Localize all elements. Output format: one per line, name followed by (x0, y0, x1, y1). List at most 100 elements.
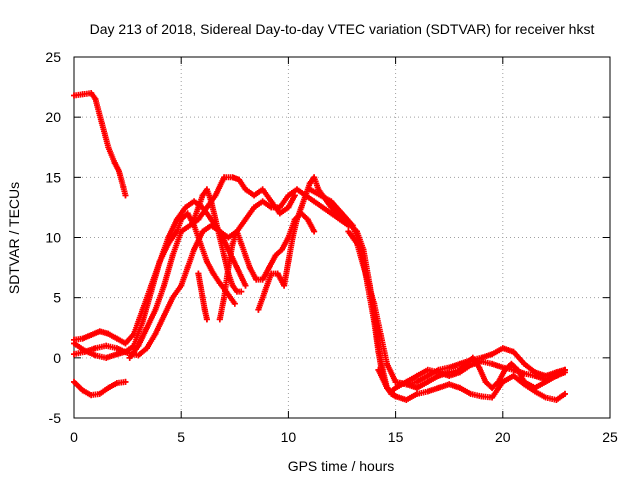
data-point (103, 354, 110, 361)
x-tick-label: 20 (495, 429, 511, 445)
series-arc-11 (306, 186, 568, 395)
data-point (424, 378, 431, 385)
data-point (221, 174, 228, 181)
data-point (446, 369, 453, 376)
data-point (152, 330, 159, 337)
x-axis-label: GPS time / hours (288, 458, 395, 474)
data-point (199, 228, 206, 235)
data-point (233, 264, 240, 271)
data-point (96, 328, 103, 335)
data-point (225, 234, 232, 241)
data-point (542, 394, 549, 401)
data-point (510, 372, 517, 379)
data-point (229, 282, 236, 289)
data-point (478, 354, 485, 361)
series-arc-1 (71, 90, 129, 199)
data-point (135, 342, 142, 349)
data-point (508, 360, 515, 367)
data-point (208, 198, 215, 205)
data-point (510, 348, 517, 355)
data-point (531, 369, 538, 376)
data-point (424, 372, 431, 379)
data-point (96, 390, 103, 397)
data-layer (71, 90, 568, 403)
y-tick-label: 0 (53, 350, 61, 366)
data-point (514, 366, 521, 373)
x-tick-label: 25 (602, 429, 618, 445)
data-point (259, 198, 266, 205)
data-point (384, 384, 391, 391)
data-point (216, 316, 223, 323)
data-point (238, 240, 245, 247)
data-point (467, 390, 474, 397)
data-point (278, 246, 285, 253)
data-point (553, 396, 560, 403)
data-point (88, 392, 95, 399)
data-point (424, 388, 431, 395)
y-axis-label: SDTVAR / TECUs (6, 182, 22, 294)
data-point (561, 366, 568, 373)
data-point (242, 282, 249, 289)
data-point (113, 380, 120, 387)
data-point (501, 366, 508, 373)
y-tick-label: 25 (45, 49, 61, 65)
data-point (191, 198, 198, 205)
data-point (392, 378, 399, 385)
data-point (92, 352, 99, 359)
data-point (306, 186, 313, 193)
data-point (229, 240, 236, 247)
data-point (156, 258, 163, 265)
data-point (116, 168, 123, 175)
data-point (152, 306, 159, 313)
data-point (169, 252, 176, 259)
data-point (435, 384, 442, 391)
data-point (311, 174, 318, 181)
data-point (197, 282, 204, 289)
data-point (88, 331, 95, 338)
data-point (489, 384, 496, 391)
x-tick-label: 15 (388, 429, 404, 445)
data-point (135, 352, 142, 359)
data-point (148, 288, 155, 295)
data-point (354, 240, 361, 247)
data-point (225, 264, 232, 271)
data-point (178, 282, 185, 289)
data-point (79, 91, 86, 98)
data-point (216, 234, 223, 241)
series-arc-6 (126, 174, 298, 361)
data-point (362, 270, 369, 277)
data-point (195, 270, 202, 277)
data-point (251, 192, 258, 199)
data-point (120, 183, 127, 190)
data-point (184, 210, 191, 217)
data-point (531, 384, 538, 391)
data-point (281, 282, 288, 289)
data-point (311, 198, 318, 205)
data-point (414, 378, 421, 385)
series-arc-8 (195, 270, 210, 323)
data-point (111, 159, 118, 166)
data-point (79, 387, 86, 394)
data-point (126, 354, 133, 361)
data-point (476, 364, 483, 371)
data-point (178, 228, 185, 235)
series-arc-9 (216, 210, 318, 323)
grid-layer (74, 57, 610, 418)
data-point (392, 384, 399, 391)
data-point (221, 252, 228, 259)
data-point (392, 393, 399, 400)
data-point (414, 372, 421, 379)
data-point (489, 351, 496, 358)
data-point (203, 316, 210, 323)
data-point (304, 216, 311, 223)
data-point (315, 186, 322, 193)
data-point (71, 351, 77, 358)
data-point (289, 234, 296, 241)
data-point (161, 312, 168, 319)
data-point (553, 372, 560, 379)
data-point (328, 198, 335, 205)
data-point (259, 276, 266, 283)
data-point (203, 258, 210, 265)
data-point (319, 204, 326, 211)
